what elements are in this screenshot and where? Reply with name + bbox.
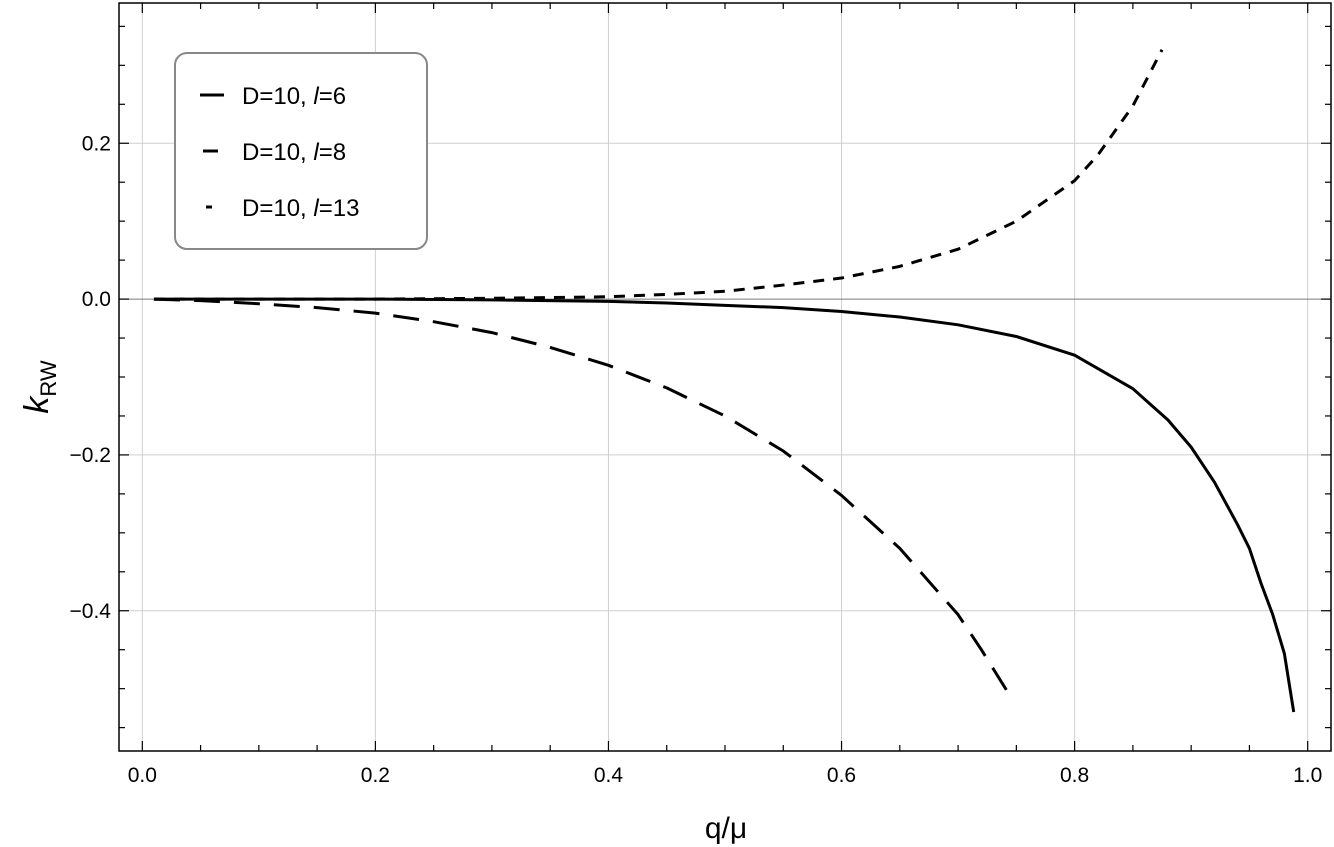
legend-label-l13: D=10, l=13 [242,195,359,222]
legend-label-l13-suffix: =13 [319,195,360,222]
legend-label-l13-l: l [313,195,319,222]
legend-label-l6: D=10, l=6 [242,83,346,110]
legend-label-l6-suffix: =6 [319,83,346,110]
legend-label-l6-prefix: D=10, [242,83,313,110]
x-tick-label: 0.6 [827,764,856,787]
y-axis-title: kRW [18,360,61,413]
x-axis-title: q/μ [705,812,747,845]
y-tick-label: 0.0 [82,288,111,311]
x-tick-label: 0.2 [361,764,390,787]
legend-item-l13: D=10, l=13 [206,195,359,222]
series-line-dashed [153,297,1015,702]
x-tick-label: 0.8 [1060,764,1089,787]
y-tick-label: 0.2 [82,132,111,155]
series-line-solid [153,297,1296,713]
y-axis-title-subscript: RW [36,360,61,396]
legend-item-l6: D=10, l=6 [200,83,346,110]
legend-label-l6-l: l [313,83,319,110]
x-tick-label: 0.0 [128,764,157,787]
legend-label-l13-prefix: D=10, [242,195,313,222]
legend: D=10, l=6 D=10, l=8 D=10, l=13 [174,52,428,250]
y-tick-label: −0.2 [70,444,111,467]
series-line-short-dashed [153,49,1164,301]
x-tick-label: 0.4 [594,764,624,787]
legend-label-l8-prefix: D=10, [242,139,313,166]
series-layer [153,49,1296,713]
legend-label-l8-l: l [313,139,319,166]
x-tick-label: 1.0 [1293,764,1322,787]
legend-label-l8: D=10, l=8 [242,139,346,166]
y-tick-label: −0.4 [70,600,112,623]
y-axis-title-main: k [18,395,56,414]
legend-item-l8: D=10, l=8 [203,139,346,166]
legend-label-l8-suffix: =8 [319,139,346,166]
legend-box [174,52,428,250]
ticks-layer: 0.0 0.2 0.4 0.6 0.8 1.0 −0.4 −0.2 0.0 0.2 [70,3,1331,787]
